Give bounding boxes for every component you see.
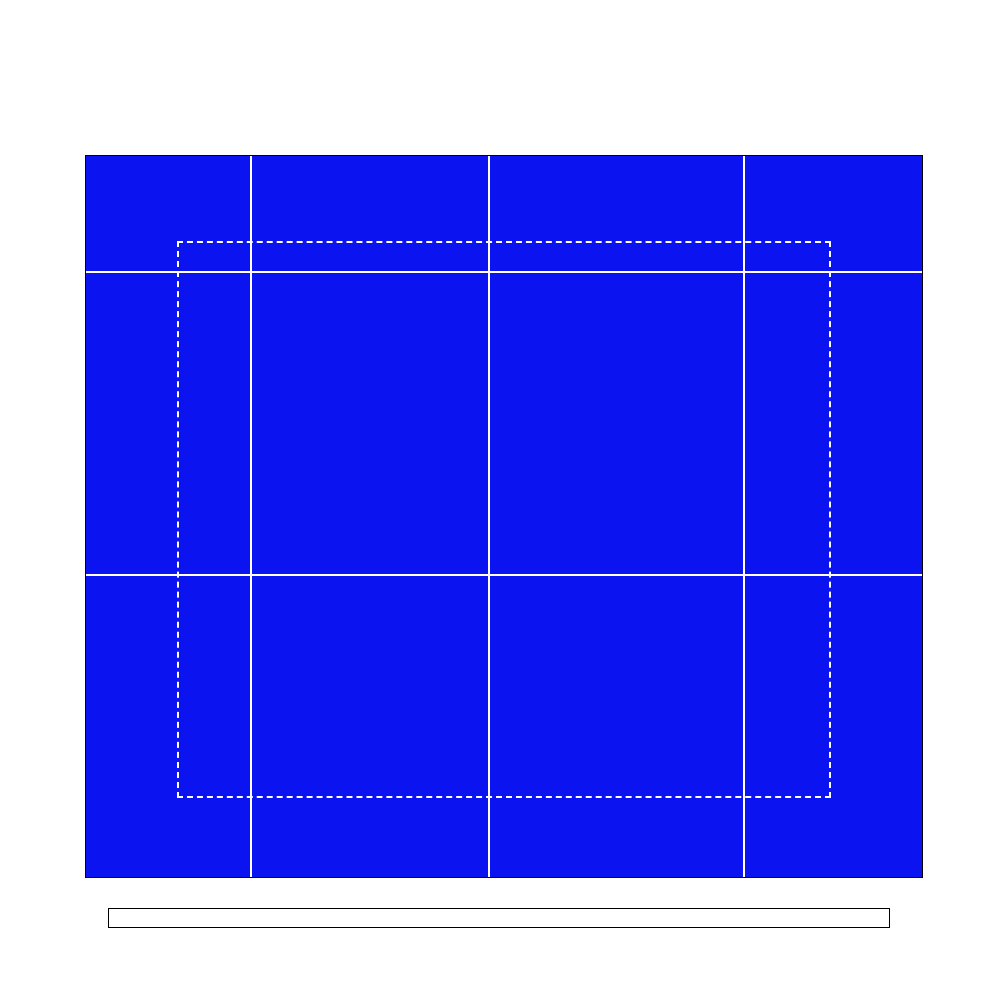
weather-map[interactable] <box>85 155 923 878</box>
forecast-subdomain-box <box>177 241 831 798</box>
gridline-lat-37n <box>86 271 922 273</box>
gridline-lat-36n <box>86 574 922 576</box>
updraft-depth-field <box>86 156 922 877</box>
colorbar-ticks <box>108 929 890 951</box>
gridline-lon-139e <box>488 156 490 877</box>
gridline-lon-138e <box>250 156 252 877</box>
gridline-lon-140e <box>743 156 745 877</box>
colorbar[interactable] <box>108 908 890 928</box>
